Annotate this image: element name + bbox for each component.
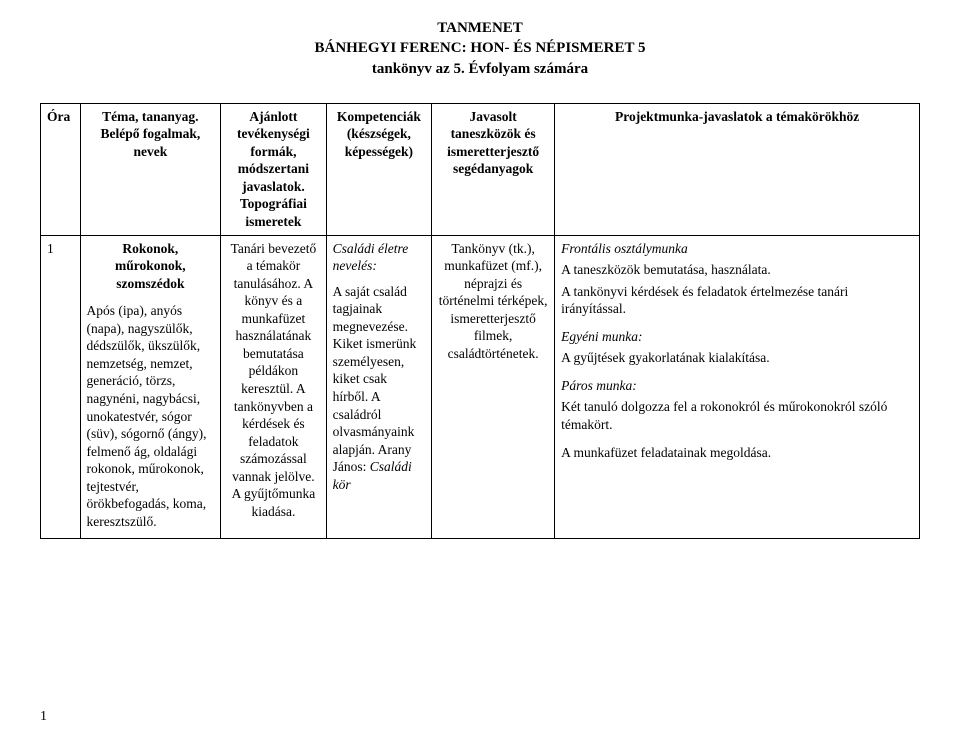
header-ajanlott: Ajánlott tevékenységi formák, módszertan… <box>221 103 326 235</box>
proj-p8: A munkafüzet feladatainak megoldása. <box>561 444 913 462</box>
proj-p2: A taneszközök bemutatása, használata. <box>561 261 913 279</box>
komp-body: A saját család tagjainak megnevezése. Ki… <box>333 283 425 494</box>
header-ora: Óra <box>41 103 81 235</box>
cell-ora: 1 <box>41 235 81 539</box>
proj-p5: A gyűjtések gyakorlatának kialakítása. <box>561 349 913 367</box>
table-row: 1 Rokonok, műrokonok, szomszédok Após (i… <box>41 235 920 539</box>
document-title: TANMENET BÁNHEGYI FERENC: HON- ÉS NÉPISM… <box>40 18 920 79</box>
title-line1: TANMENET <box>40 18 920 38</box>
header-eszkozok: Javasolt taneszközök és ismeretterjesztő… <box>432 103 555 235</box>
komp-heading: Családi életre nevelés: <box>333 240 425 275</box>
title-line2: BÁNHEGYI FERENC: HON- ÉS NÉPISMERET 5 <box>40 38 920 58</box>
proj-p3: A tankönyvi kérdések és feladatok értelm… <box>561 283 913 318</box>
cell-tema: Rokonok, műrokonok, szomszédok Após (ipa… <box>80 235 221 539</box>
tema-title: Rokonok, műrokonok, szomszédok <box>87 240 215 293</box>
tema-body: Após (ipa), anyós (napa), nagyszülők, dé… <box>87 302 215 530</box>
proj-h2: Egyéni munka: <box>561 329 642 344</box>
cell-kompetenciak: Családi életre nevelés: A saját család t… <box>326 235 431 539</box>
komp-body-text: A saját család tagjainak megnevezése. Ki… <box>333 284 417 474</box>
cell-eszkozok: Tankönyv (tk.), munkafüzet (mf.), népraj… <box>432 235 555 539</box>
header-tema-b: Belépő fogalmak, nevek <box>87 125 215 160</box>
header-kompetenciak: Kompetenciák (készségek, képességek) <box>326 103 431 235</box>
page-number: 1 <box>40 709 920 725</box>
proj-p7: Két tanuló dolgozza fel a rokonokról és … <box>561 398 913 433</box>
curriculum-table: Óra Téma, tananyag. Belépő fogalmak, nev… <box>40 103 920 540</box>
proj-h3: Páros munka: <box>561 378 637 393</box>
proj-h1: Frontális osztálymunka <box>561 241 688 256</box>
header-projekt: Projektmunka-javaslatok a témakörökhöz <box>555 103 920 235</box>
title-line3: tankönyv az 5. Évfolyam számára <box>40 59 920 79</box>
header-tema: Téma, tananyag. Belépő fogalmak, nevek <box>80 103 221 235</box>
cell-projekt: Frontális osztálymunka A taneszközök bem… <box>555 235 920 539</box>
cell-ajanlott: Tanári bevezető a témakör tanulásához. A… <box>221 235 326 539</box>
header-tema-a: Téma, tananyag. <box>87 108 215 126</box>
table-header-row: Óra Téma, tananyag. Belépő fogalmak, nev… <box>41 103 920 235</box>
